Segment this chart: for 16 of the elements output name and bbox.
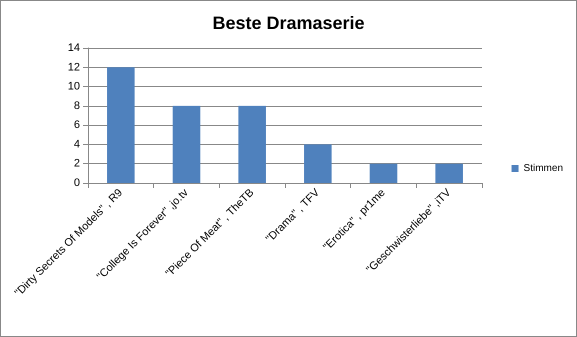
bar [435,164,463,183]
y-tick-label: 14 [68,42,80,54]
legend-label: Stimmen [524,163,563,174]
bar [107,67,135,183]
bar [304,144,332,183]
bar [238,106,266,183]
bar [370,164,398,183]
y-tick-label: 6 [74,119,80,132]
y-tick-label: 2 [74,158,80,170]
bar [172,106,200,183]
y-tick-label: 8 [74,100,80,112]
y-tick-label: 0 [74,177,80,189]
y-tick-label: 12 [68,61,80,74]
y-tick-label: 4 [74,138,80,150]
chart-title: Beste Dramaserie [212,13,365,33]
y-tick-label: 10 [68,80,80,93]
